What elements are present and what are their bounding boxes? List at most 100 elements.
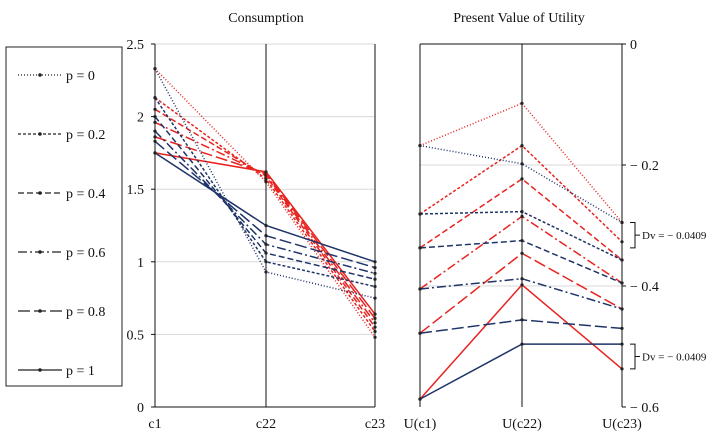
data-point bbox=[264, 223, 268, 228]
utility-title: Present Value of Utility bbox=[453, 11, 585, 26]
legend-marker bbox=[38, 191, 42, 195]
data-point bbox=[620, 342, 624, 346]
legend-marker bbox=[38, 309, 42, 313]
annotation-label: Dv = − 0.0409 bbox=[642, 351, 707, 363]
data-point bbox=[373, 329, 377, 334]
data-point bbox=[264, 234, 268, 238]
y-tick-label: 2.5 bbox=[127, 38, 145, 53]
x-tick-label: U(c23) bbox=[602, 417, 642, 432]
y-tick-label: 1.5 bbox=[127, 183, 145, 198]
data-point bbox=[153, 96, 157, 100]
data-point bbox=[520, 214, 524, 218]
series-line-navy bbox=[419, 144, 623, 224]
legend-marker bbox=[38, 73, 42, 77]
data-point bbox=[373, 266, 377, 270]
data-point bbox=[373, 312, 377, 316]
data-point bbox=[418, 212, 422, 216]
data-point bbox=[520, 162, 524, 166]
data-point bbox=[373, 277, 377, 281]
legend-label: p = 1 bbox=[66, 364, 95, 379]
annotation-bracket bbox=[630, 221, 640, 249]
y-tick-label: 1 bbox=[137, 256, 144, 271]
data-point bbox=[153, 67, 157, 71]
annotation-label: Dv = − 0.0409 bbox=[642, 230, 707, 242]
legend-marker bbox=[38, 368, 42, 372]
legend-label: p = 0.8 bbox=[66, 305, 105, 320]
data-point bbox=[520, 277, 524, 281]
legend-marker bbox=[38, 250, 42, 254]
y-tick-label: − 0.6 bbox=[630, 401, 659, 416]
data-point bbox=[373, 296, 377, 300]
data-point bbox=[264, 270, 268, 274]
y-tick-label: 0.5 bbox=[127, 328, 145, 343]
data-point bbox=[620, 258, 624, 262]
data-point bbox=[520, 210, 524, 214]
series-line-navy bbox=[419, 239, 623, 284]
series-line-navy bbox=[154, 68, 376, 299]
data-point bbox=[153, 135, 157, 139]
series-line-red bbox=[419, 252, 623, 334]
legend: p = 0 p = 0.2 p = 0.4 p = 0.6 p = 0.8 p = 1 bbox=[5, 46, 123, 387]
data-point bbox=[373, 321, 377, 325]
data-point bbox=[520, 144, 524, 148]
data-point bbox=[264, 242, 268, 246]
data-point bbox=[418, 397, 422, 401]
consumption-title: Consumption bbox=[228, 11, 303, 26]
data-point bbox=[153, 107, 157, 111]
data-point bbox=[373, 260, 377, 264]
legend-marker bbox=[38, 132, 42, 136]
y-tick-label: − 0.4 bbox=[630, 280, 659, 295]
x-tick-label: U(c1) bbox=[404, 417, 437, 432]
data-point bbox=[620, 220, 624, 225]
data-point bbox=[153, 120, 157, 124]
series-line-red bbox=[419, 102, 623, 223]
y-tick-label: 2 bbox=[137, 111, 144, 126]
series-line-red bbox=[419, 177, 623, 261]
utility-chart: Present Value of Utility 0 − 0.2 − 0.4 − 0.… bbox=[404, 11, 707, 432]
data-point bbox=[520, 283, 524, 287]
x-tick-label: U(c22) bbox=[502, 417, 542, 432]
data-point bbox=[153, 129, 157, 133]
y-tick-label: 0 bbox=[630, 38, 637, 53]
legend-label: p = 0.2 bbox=[66, 128, 105, 143]
series-line-navy bbox=[419, 343, 622, 400]
x-tick-label: c23 bbox=[365, 417, 385, 432]
data-point bbox=[520, 251, 524, 255]
series-line-navy bbox=[419, 319, 623, 334]
series-line-navy bbox=[419, 277, 623, 310]
legend-label: p = 0 bbox=[66, 69, 95, 84]
y-tick-label: 0 bbox=[137, 401, 144, 416]
data-point bbox=[373, 271, 377, 275]
series-line-navy bbox=[154, 97, 376, 288]
series-line-red bbox=[154, 68, 376, 338]
data-point bbox=[520, 177, 524, 181]
data-point bbox=[418, 287, 422, 291]
data-point bbox=[373, 316, 377, 320]
data-point bbox=[520, 239, 524, 243]
data-point bbox=[520, 318, 524, 322]
data-point bbox=[373, 325, 377, 329]
legend-box bbox=[5, 46, 123, 387]
y-tick-label: − 0.2 bbox=[630, 159, 659, 174]
series-line-red bbox=[154, 108, 376, 328]
data-point bbox=[373, 335, 377, 339]
data-point bbox=[620, 240, 624, 244]
data-point bbox=[620, 281, 624, 285]
data-point bbox=[418, 331, 422, 335]
x-tick-label: c22 bbox=[256, 417, 276, 432]
data-point bbox=[418, 144, 422, 148]
x-tick-label: c1 bbox=[148, 417, 161, 432]
data-point bbox=[520, 101, 524, 105]
data-point bbox=[264, 180, 268, 184]
data-point bbox=[418, 246, 422, 250]
legend-label: p = 0.6 bbox=[66, 246, 105, 261]
data-point bbox=[264, 170, 268, 174]
series-line-red bbox=[154, 97, 376, 332]
data-point bbox=[264, 260, 268, 264]
data-point bbox=[153, 151, 157, 155]
data-point bbox=[620, 307, 624, 311]
data-point bbox=[620, 326, 624, 330]
data-point bbox=[620, 367, 624, 371]
series-line-navy bbox=[154, 140, 376, 269]
